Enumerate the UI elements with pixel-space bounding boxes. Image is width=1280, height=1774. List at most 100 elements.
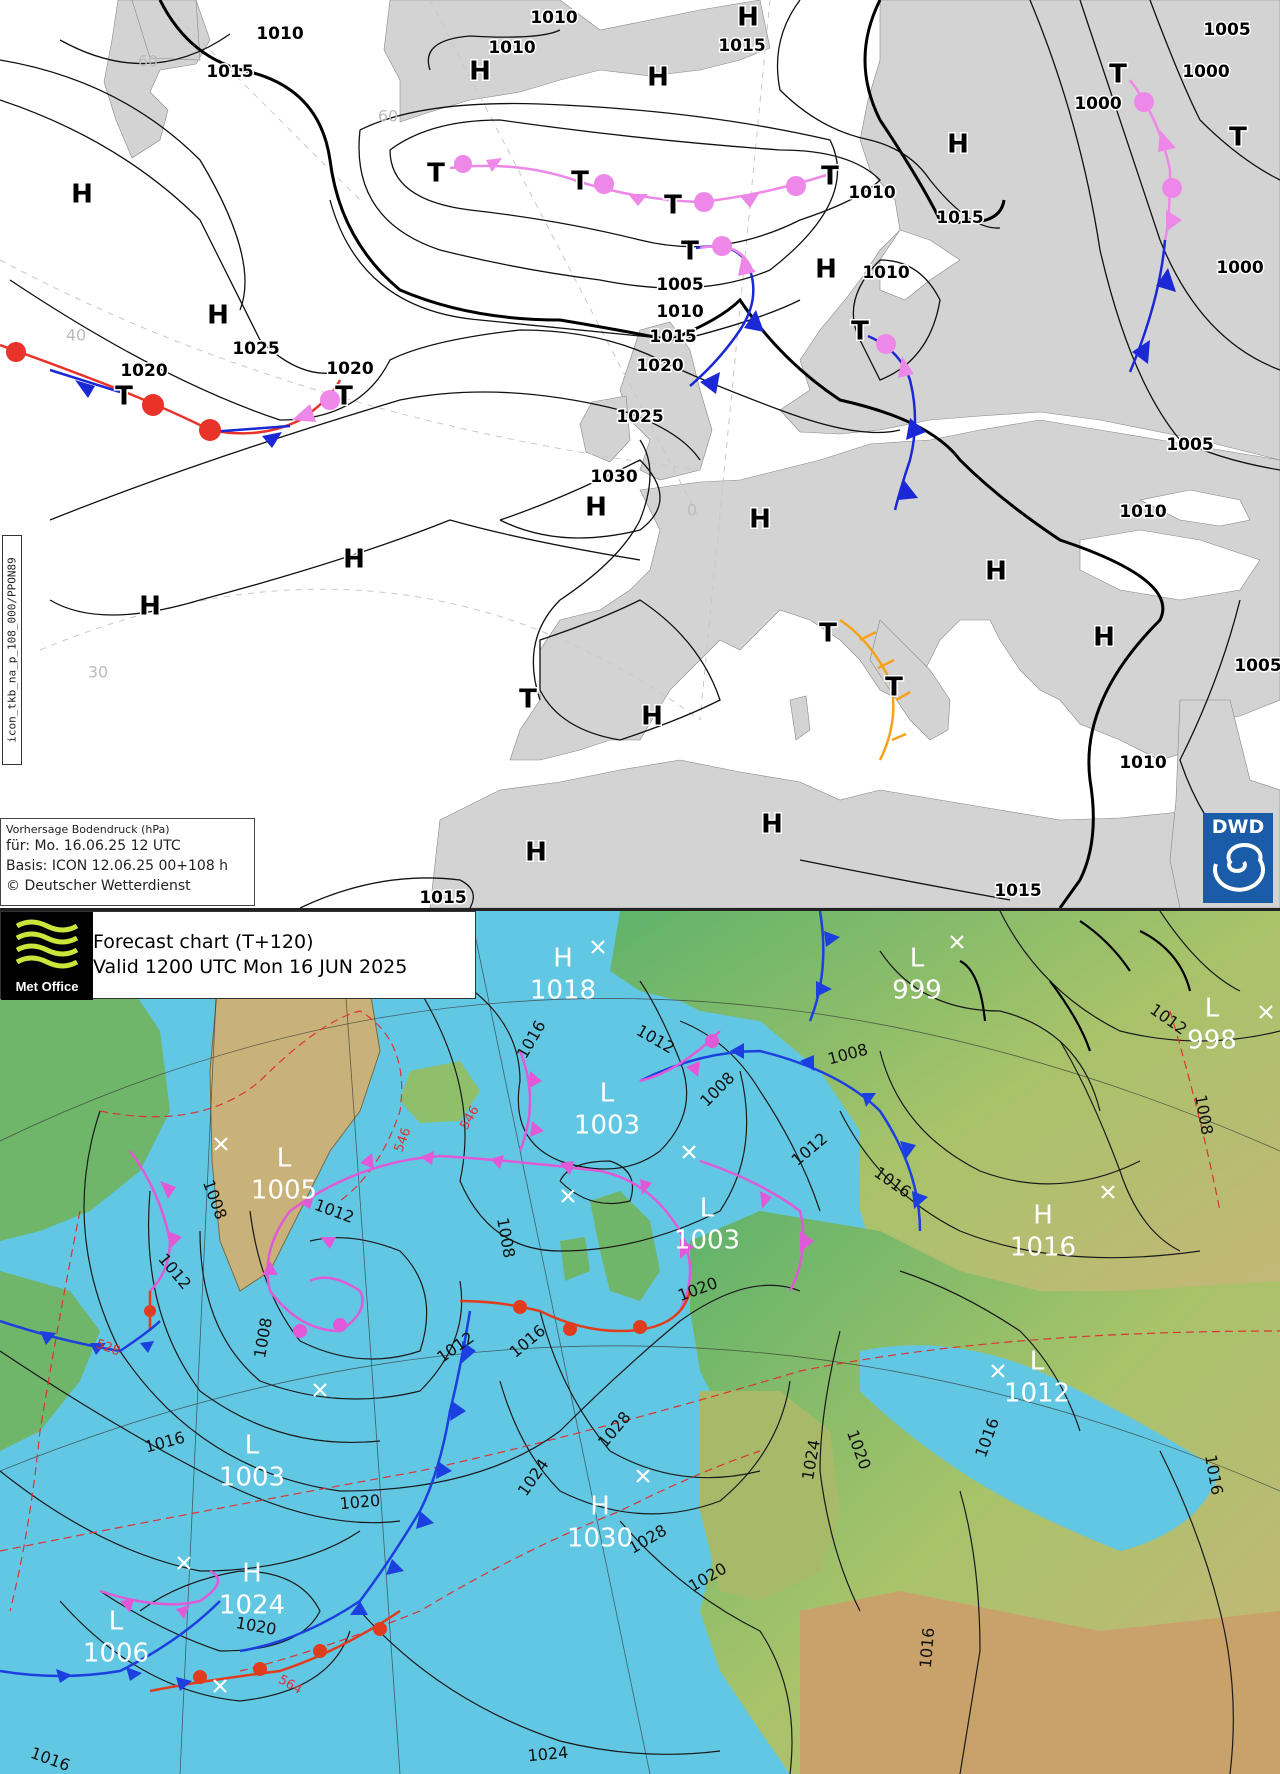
metoffice-cold-front-west — [0, 1319, 161, 1353]
metoffice-isobar-label: 1016 — [916, 1627, 938, 1669]
metoffice-center-pressure: 1018 — [530, 976, 596, 1006]
dwd-trough-italy — [839, 618, 895, 761]
dwd-logo: DWD — [1203, 813, 1273, 903]
dwd-isobar-label: 1020 — [120, 361, 167, 381]
metoffice-high-letter: H — [1033, 1201, 1053, 1231]
dwd-low-center: T — [571, 167, 589, 197]
metoffice-center-pressure: 1003 — [674, 1226, 740, 1256]
dwd-high-center: H — [71, 180, 93, 210]
metoffice-isobars — [0, 911, 1280, 1774]
dwd-isobar-label: 1010 — [1119, 753, 1166, 773]
dwd-high-center: H — [1093, 623, 1115, 653]
dwd-isobar-label: 1025 — [616, 407, 663, 427]
dwd-high-center: H — [641, 702, 663, 732]
metoffice-logo: Met Office — [1, 912, 93, 1000]
dwd-legend-basis: Basis: ICON 12.06.25 00+108 h — [6, 858, 229, 874]
dwd-high-center: H — [985, 557, 1007, 587]
metoffice-center-pressure: 1003 — [219, 1463, 285, 1493]
dwd-front-symbols — [6, 92, 1182, 742]
metoffice-center-pressure: 1006 — [83, 1639, 149, 1669]
metoffice-cold-front-scandinavia — [639, 1049, 922, 1232]
dwd-isobar-label: 1005 — [1234, 656, 1280, 676]
dwd-isobar-label: 1020 — [636, 356, 683, 376]
metoffice-logo-text: Met Office — [15, 979, 79, 994]
dwd-isobar-label: 1015 — [206, 62, 253, 82]
dwd-isobar-label: 1010 — [862, 263, 909, 283]
metoffice-front-symbols — [40, 931, 928, 1691]
dwd-model-id-text: icon_tkb_na_p_108_000/PPON89 — [5, 557, 19, 743]
metoffice-pressure-centers: H1018L999L998L1003L1005L1003H1016L1012L1… — [83, 944, 1237, 1669]
dwd-legend-copyright: © Deutscher Wetterdienst — [6, 878, 191, 894]
metoffice-high-letter: H — [553, 944, 573, 974]
dwd-grid-label: 30 — [88, 663, 108, 682]
dwd-isobar-label: 1000 — [1074, 94, 1121, 114]
dwd-high-center: H — [525, 838, 547, 868]
metoffice-low-letter: L — [1030, 1347, 1045, 1377]
dwd-isobar-label: 1015 — [649, 327, 696, 347]
dwd-high-center: H — [207, 301, 229, 331]
dwd-logo-swirl-icon — [1203, 813, 1273, 903]
dwd-logo-text: DWD — [1211, 816, 1265, 838]
metoffice-occlusion-south — [99, 1569, 220, 1606]
center-cross-icon — [177, 1556, 191, 1570]
metoffice-occlusion-norwegian-sea — [518, 1050, 532, 1152]
dwd-high-center: H — [947, 130, 969, 160]
dwd-isobar-label: 1010 — [530, 8, 577, 28]
metoffice-cold-front-north — [808, 911, 825, 1022]
metoffice-valid-time: Valid 1200 UTC Mon 16 JUN 2025 — [93, 956, 408, 978]
dwd-low-center: T — [1109, 60, 1127, 90]
dwd-isobar-label: 1010 — [1119, 502, 1166, 522]
dwd-legend-title: Vorhersage Bodendruck (hPa) — [6, 823, 170, 836]
metoffice-center-pressure: 999 — [892, 976, 942, 1006]
dwd-cold-front-baltic — [867, 334, 917, 511]
dwd-isobar-label: 1010 — [488, 38, 535, 58]
metoffice-low-letter: L — [910, 944, 925, 974]
center-cross-icon — [313, 1383, 327, 1397]
metoffice-wave-icon — [15, 919, 79, 969]
dwd-low-center: T — [427, 159, 445, 189]
dwd-grid-label: 60 — [378, 107, 398, 126]
metoffice-low-letter: L — [277, 1144, 292, 1174]
dwd-high-center: H — [469, 57, 491, 87]
center-cross-icon — [561, 1189, 575, 1203]
dwd-low-center: T — [885, 673, 903, 703]
metoffice-warm-front-uk — [459, 1290, 692, 1333]
dwd-high-center: H — [815, 255, 837, 285]
metoffice-cold-front-south — [0, 1600, 221, 1678]
metoffice-occlusion-baltic — [699, 1159, 805, 1292]
metoffice-header-text: Forecast chart (T+120) Valid 1200 UTC Mo… — [93, 930, 407, 980]
metoffice-low-letter: L — [1205, 994, 1220, 1024]
metoffice-high-letter: H — [242, 1559, 262, 1589]
metoffice-isobar-label: 1024 — [527, 1743, 569, 1765]
dwd-cold-front-west — [49, 368, 121, 394]
center-cross-icon — [591, 940, 605, 954]
dwd-isobar-label: 1000 — [1182, 62, 1229, 82]
dwd-isobar-label: 1015 — [994, 881, 1041, 901]
metoffice-landmass — [0, 911, 1280, 1774]
metoffice-chart-panel: 546 546 528 564 1016 1012 1008 1008 1012 1016 101… — [0, 911, 1280, 1774]
dwd-isobar-label: 1000 — [1216, 258, 1263, 278]
dwd-low-center: T — [851, 317, 869, 347]
center-cross-icon — [682, 1145, 696, 1159]
dwd-high-center: H — [737, 3, 759, 33]
dwd-isobar-label: 1005 — [656, 275, 703, 295]
center-cross-icon — [213, 1679, 227, 1693]
metoffice-low-letter: L — [600, 1079, 615, 1109]
metoffice-high-letter: H — [590, 1492, 610, 1522]
center-cross-icon — [950, 935, 964, 949]
metoffice-low-letter: L — [109, 1607, 124, 1637]
dwd-isobar-label: 1010 — [848, 183, 895, 203]
center-cross-icon — [636, 1469, 650, 1483]
dwd-high-center: H — [343, 545, 365, 575]
dwd-low-center: T — [664, 191, 682, 221]
metoffice-center-pressure: 1024 — [219, 1591, 285, 1621]
dwd-isobar-label: 1010 — [256, 24, 303, 44]
dwd-low-center: T — [519, 685, 537, 715]
dwd-legend-valid: für: Mo. 16.06.25 12 UTC — [6, 838, 181, 854]
metoffice-center-pressure: 1012 — [1004, 1379, 1070, 1409]
dwd-low-center: T — [821, 162, 839, 192]
dwd-isobar-label: 1015 — [419, 888, 466, 908]
